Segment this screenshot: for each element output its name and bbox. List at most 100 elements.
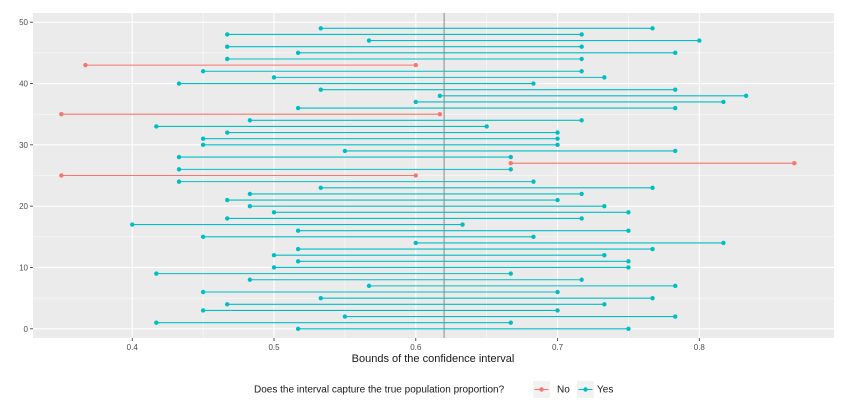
interval-11 — [271, 265, 631, 270]
lower-bound-point — [366, 283, 372, 289]
interval-4 — [200, 308, 560, 313]
upper-bound-point — [721, 240, 726, 246]
lower-bound-point — [83, 62, 88, 68]
interval-33 — [225, 130, 560, 135]
upper-bound-point — [602, 203, 607, 209]
interval-36 — [59, 111, 443, 117]
lower-bound-point — [413, 240, 418, 246]
x-tick-label: 0.7 — [552, 343, 564, 352]
upper-bound-point — [602, 75, 607, 80]
upper-bound-point — [484, 124, 489, 129]
interval-8 — [366, 283, 678, 289]
x-axis-title: Bounds of the confidence interval — [352, 353, 515, 365]
y-tick-label: 50 — [19, 18, 28, 27]
upper-bound-point — [579, 69, 584, 74]
interval-28 — [508, 161, 797, 166]
interval-31 — [200, 142, 560, 148]
lower-bound-point — [295, 105, 301, 111]
upper-bound-point — [579, 277, 584, 282]
lower-bound-point — [247, 118, 253, 123]
lower-bound-point — [271, 265, 277, 270]
lower-bound-point — [271, 253, 277, 258]
lower-bound-point — [508, 161, 513, 166]
upper-bound-point — [626, 265, 631, 270]
lower-bound-point — [295, 228, 301, 233]
upper-bound-point — [626, 210, 631, 215]
interval-21 — [247, 203, 607, 209]
lower-bound-point — [247, 277, 253, 282]
upper-bound-point — [602, 253, 607, 258]
upper-bound-point — [673, 105, 678, 111]
upper-bound-point — [460, 222, 465, 227]
upper-bound-point — [555, 289, 560, 295]
y-tick-label: 20 — [19, 202, 28, 211]
legend: Does the interval capture the true popul… — [254, 381, 613, 398]
lower-bound-point — [342, 148, 348, 154]
interval-25 — [176, 179, 536, 184]
lower-bound-point — [318, 87, 323, 92]
lower-bound-point — [154, 124, 159, 129]
upper-bound-point — [650, 26, 655, 31]
legend-label-no: No — [557, 385, 570, 396]
upper-bound-point — [508, 271, 513, 276]
lower-bound-point — [413, 99, 418, 105]
lower-bound-point — [200, 136, 206, 141]
interval-26 — [59, 173, 418, 178]
upper-bound-point — [650, 246, 655, 252]
interval-7 — [200, 289, 560, 295]
legend-title: Does the interval capture the true popul… — [254, 385, 505, 396]
legend-key-point — [539, 387, 544, 392]
interval-35 — [247, 118, 584, 123]
x-tick-label: 0.4 — [127, 343, 139, 352]
lower-bound-point — [225, 302, 230, 307]
upper-bound-point — [602, 302, 607, 307]
upper-bound-point — [508, 154, 513, 160]
interval-46 — [295, 50, 678, 56]
lower-bound-point — [318, 185, 323, 190]
upper-bound-point — [413, 62, 418, 68]
lower-bound-point — [59, 111, 64, 117]
interval-19 — [225, 216, 584, 221]
lower-bound-point — [225, 32, 230, 37]
interval-37 — [295, 105, 678, 111]
lower-bound-point — [176, 81, 182, 86]
interval-24 — [318, 185, 655, 190]
y-tick-label: 40 — [19, 80, 28, 89]
upper-bound-point — [579, 216, 584, 221]
lower-bound-point — [176, 154, 182, 160]
interval-6 — [318, 295, 655, 301]
upper-bound-point — [437, 111, 443, 117]
lower-bound-point — [225, 130, 230, 135]
lower-bound-point — [200, 308, 206, 313]
interval-5 — [225, 302, 607, 307]
interval-34 — [154, 124, 489, 129]
upper-bound-point — [673, 87, 678, 92]
interval-22 — [225, 197, 560, 203]
upper-bound-point — [721, 99, 726, 105]
interval-15 — [413, 240, 726, 246]
lower-bound-point — [318, 295, 323, 301]
interval-9 — [247, 277, 584, 282]
upper-bound-point — [555, 136, 560, 141]
interval-27 — [176, 167, 513, 172]
interval-32 — [200, 136, 560, 141]
lower-bound-point — [295, 326, 301, 332]
y-tick-label: 0 — [24, 325, 29, 334]
upper-bound-point — [697, 38, 702, 43]
interval-20 — [271, 210, 631, 215]
lower-bound-point — [342, 314, 348, 319]
upper-bound-point — [626, 326, 631, 332]
x-tick-label: 0.6 — [410, 343, 422, 352]
lower-bound-point — [437, 93, 443, 98]
lower-bound-point — [225, 197, 230, 203]
upper-bound-point — [626, 228, 631, 233]
lower-bound-point — [295, 246, 301, 252]
interval-50 — [318, 26, 655, 31]
lower-bound-point — [59, 173, 64, 178]
lower-bound-point — [200, 69, 206, 74]
upper-bound-point — [531, 81, 536, 86]
lower-bound-point — [154, 320, 159, 325]
upper-bound-point — [579, 44, 584, 49]
lower-bound-point — [225, 56, 230, 62]
